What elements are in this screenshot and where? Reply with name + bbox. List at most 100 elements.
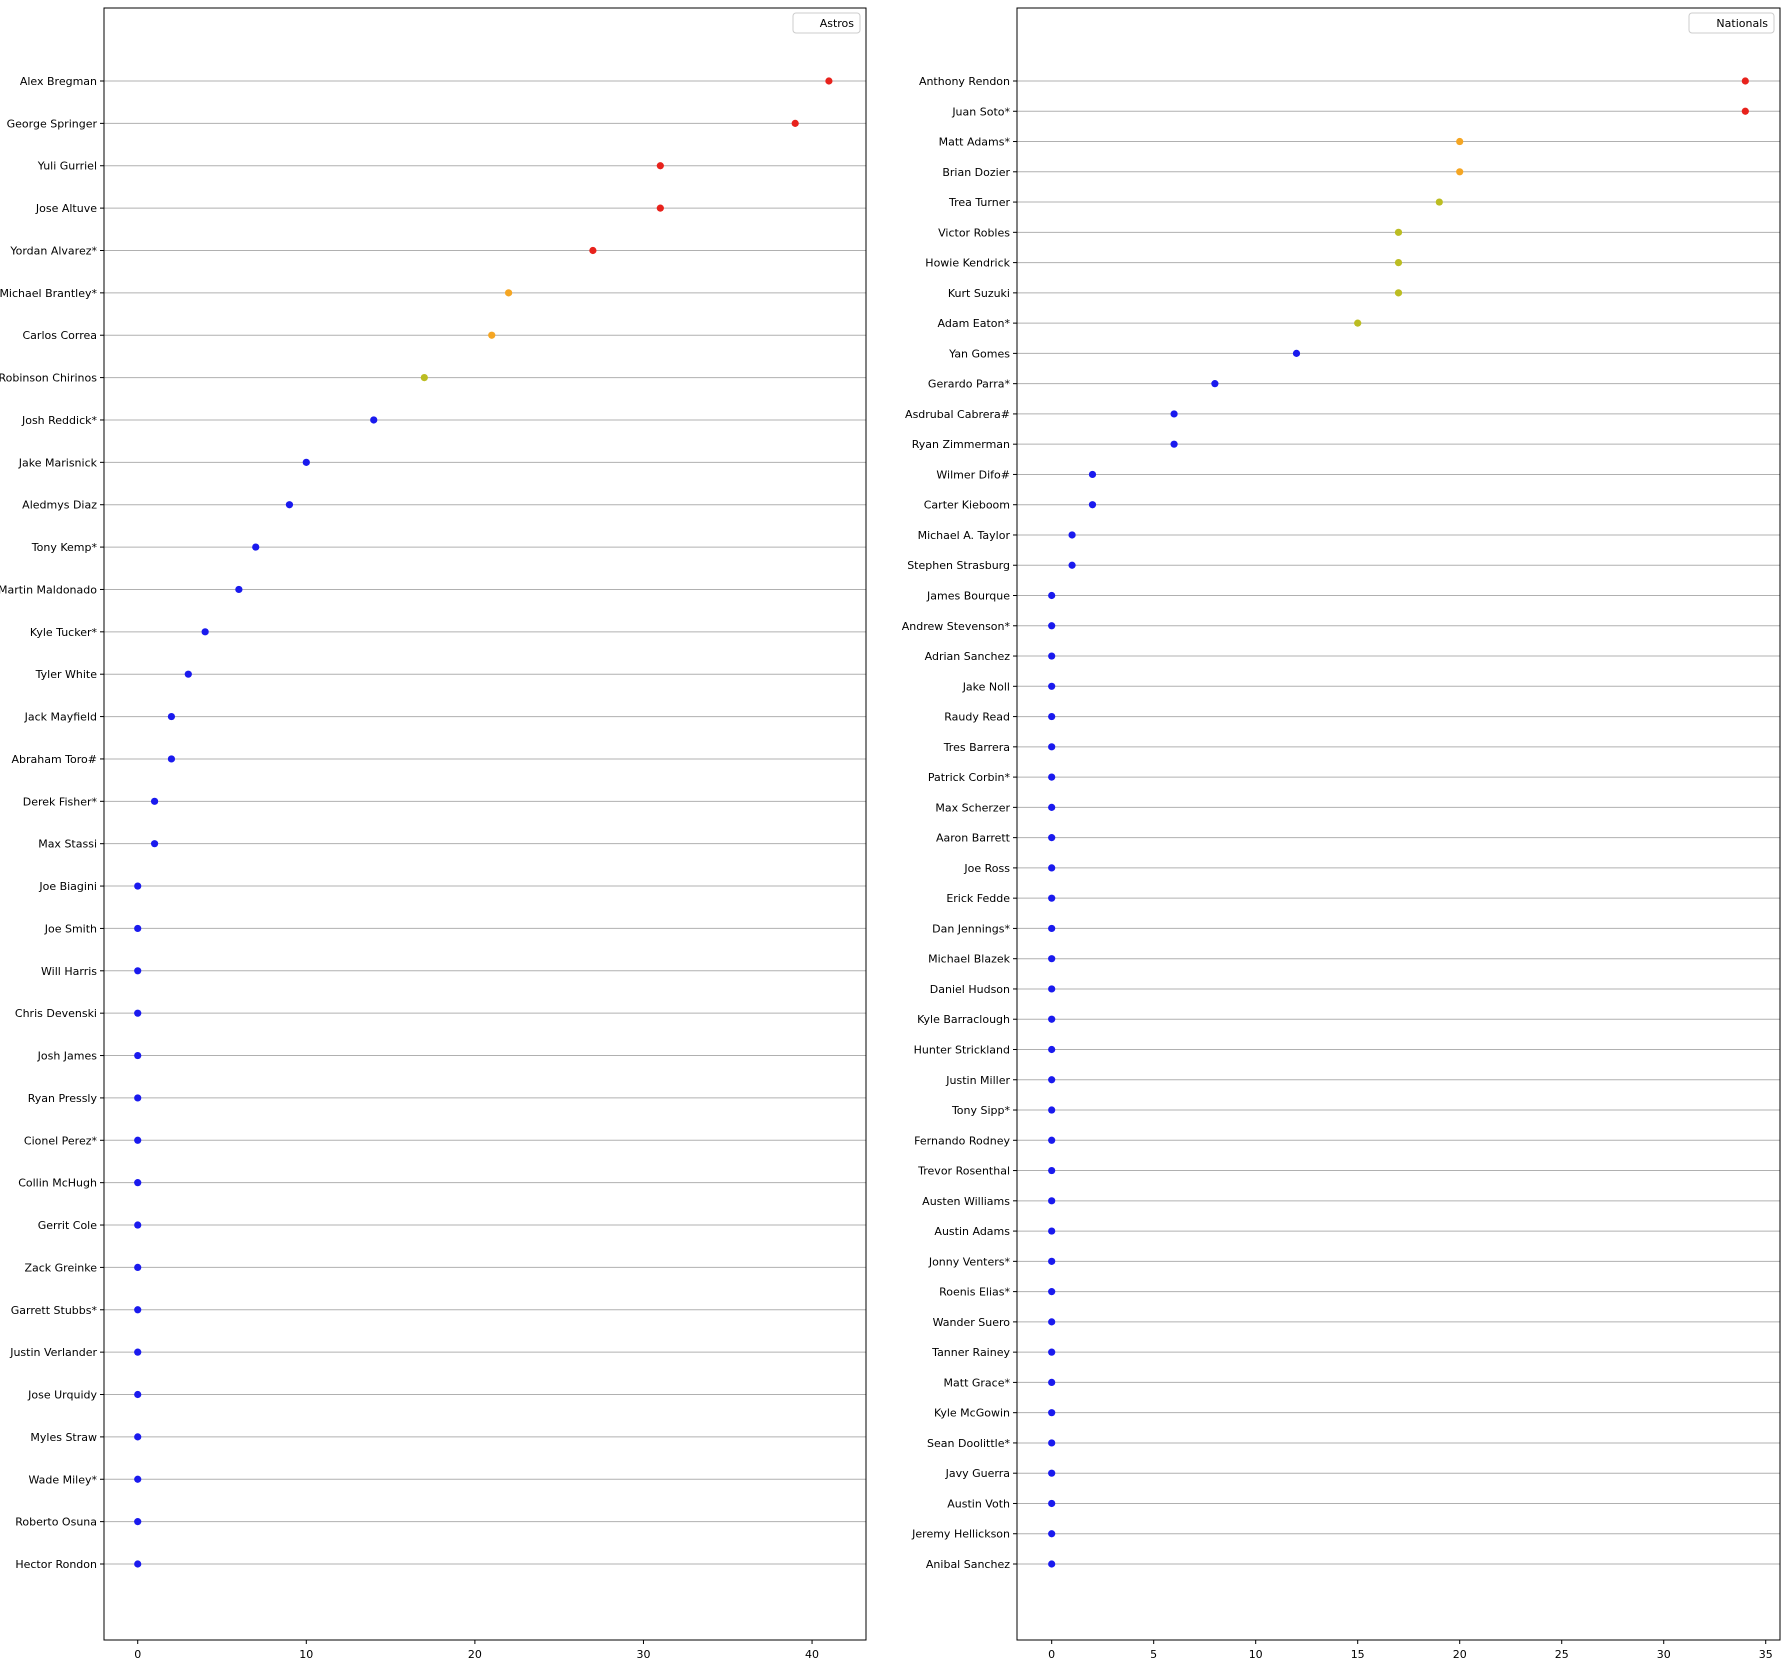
- data-point: [1048, 1560, 1056, 1568]
- y-tick-label: Aledmys Diaz: [22, 499, 97, 512]
- data-point: [1048, 1348, 1056, 1356]
- y-tick-label: Anthony Rendon: [919, 75, 1010, 88]
- data-point: [1048, 834, 1056, 842]
- legend: Astros: [792, 12, 861, 34]
- x-tick-label: 0: [1048, 1648, 1055, 1661]
- y-tick-label: Matt Grace*: [944, 1376, 1011, 1389]
- y-tick-label: Jake Marisnick: [18, 456, 98, 469]
- x-tick-label: 15: [1351, 1648, 1365, 1661]
- data-point: [1456, 168, 1464, 176]
- data-point: [134, 1306, 142, 1314]
- data-point: [134, 1518, 142, 1526]
- y-tick-label: Carlos Correa: [23, 329, 98, 342]
- data-point: [488, 331, 496, 339]
- data-point: [1048, 591, 1056, 600]
- data-point: [656, 162, 664, 170]
- y-tick-label: Zack Greinke: [24, 1261, 97, 1274]
- y-tick-label: Max Stassi: [38, 838, 97, 851]
- y-tick-label: Javy Guerra: [945, 1467, 1010, 1480]
- y-tick-label: Tony Sipp*: [951, 1104, 1011, 1117]
- data-point: [1048, 682, 1056, 690]
- y-tick-label: Erick Fedde: [946, 892, 1010, 905]
- data-point: [134, 1560, 142, 1568]
- y-tick-label: Yuli Gurriel: [37, 160, 97, 173]
- data-point: [1068, 561, 1076, 569]
- legend: Nationals: [1688, 12, 1775, 34]
- data-point: [370, 416, 378, 424]
- legend-box: [792, 12, 861, 34]
- data-point: [1048, 1499, 1056, 1508]
- x-tick-label: 10: [1249, 1648, 1263, 1661]
- y-tick-label: Will Harris: [41, 965, 97, 978]
- data-point: [420, 374, 428, 382]
- y-tick-label: Wilmer Difo#: [936, 468, 1010, 481]
- y-tick-label: Josh Reddick*: [21, 414, 98, 427]
- y-tick-label: Trevor Rosenthal: [917, 1165, 1010, 1178]
- y-tick-label: Kyle Barraclough: [917, 1013, 1010, 1026]
- y-tick-label: Carter Kieboom: [924, 499, 1010, 512]
- y-tick-label: Jose Urquidy: [27, 1389, 97, 1402]
- data-point: [1048, 955, 1056, 963]
- y-tick-label: Justin Miller: [945, 1074, 1010, 1087]
- y-tick-label: Trea Turner: [948, 196, 1010, 209]
- y-tick-label: Max Scherzer: [935, 801, 1010, 814]
- data-point: [825, 77, 833, 85]
- data-point: [1048, 743, 1056, 751]
- data-point: [1048, 773, 1056, 781]
- y-tick-label: Josh James: [37, 1050, 98, 1063]
- plot-frame: [103, 7, 867, 1641]
- legend-label: Nationals: [1716, 17, 1768, 30]
- y-tick-label: George Springer: [7, 117, 98, 130]
- data-point: [1048, 1166, 1056, 1175]
- data-point: [1394, 228, 1403, 236]
- y-tick-label: Andrew Stevenson*: [902, 620, 1011, 633]
- y-tick-label: Stephen Strasburg: [907, 559, 1010, 572]
- y-tick-label: Wade Miley*: [28, 1473, 97, 1486]
- y-tick-label: Yan Gomes: [948, 347, 1010, 360]
- data-point: [1394, 258, 1403, 267]
- data-point: [285, 501, 294, 509]
- y-tick-label: Austen Williams: [922, 1195, 1010, 1208]
- legend-box: [1688, 12, 1775, 34]
- y-tick-label: Tres Barrera: [943, 741, 1010, 754]
- x-tick-label: 20: [1453, 1648, 1467, 1661]
- data-point: [134, 967, 142, 975]
- y-tick-label: Gerrit Cole: [38, 1219, 97, 1232]
- y-tick-label: Justin Verlander: [9, 1346, 97, 1359]
- y-tick-label: Hector Rondon: [15, 1558, 97, 1571]
- data-point: [167, 755, 176, 763]
- data-point: [1048, 1106, 1056, 1114]
- data-point: [1048, 1015, 1056, 1023]
- data-point: [1048, 894, 1056, 902]
- data-point: [235, 585, 243, 594]
- y-tick-label: Matt Adams*: [939, 136, 1011, 149]
- y-tick-label: Austin Voth: [947, 1497, 1010, 1510]
- data-point: [1048, 1378, 1056, 1387]
- y-tick-label: Tony Kemp*: [31, 541, 98, 554]
- data-point: [134, 1348, 142, 1356]
- x-tick-label: 25: [1555, 1648, 1569, 1661]
- data-point: [1048, 1318, 1056, 1326]
- y-tick-label: Tyler White: [35, 668, 98, 681]
- data-point: [184, 670, 192, 678]
- data-point: [1048, 1257, 1056, 1265]
- data-point: [1048, 1469, 1056, 1477]
- data-point: [134, 1433, 142, 1441]
- x-tick-label: 5: [1150, 1648, 1157, 1661]
- data-point: [1048, 803, 1056, 811]
- y-tick-label: Kyle Tucker*: [30, 626, 98, 639]
- data-point: [791, 119, 799, 127]
- y-tick-label: Chris Devenski: [15, 1007, 97, 1020]
- data-point: [1211, 380, 1219, 388]
- data-point: [1048, 622, 1056, 630]
- data-point: [1048, 1439, 1056, 1447]
- data-point: [1048, 924, 1056, 933]
- data-point: [1741, 107, 1749, 115]
- data-point: [1088, 470, 1097, 479]
- y-tick-label: Anibal Sanchez: [926, 1558, 1010, 1571]
- y-tick-label: Jose Altuve: [35, 202, 97, 215]
- y-tick-label: Alex Bregman: [20, 75, 97, 88]
- y-tick-label: Garrett Stubbs*: [11, 1304, 98, 1317]
- y-tick-label: Dan Jennings*: [932, 922, 1010, 935]
- y-tick-label: Kurt Suzuki: [948, 287, 1010, 300]
